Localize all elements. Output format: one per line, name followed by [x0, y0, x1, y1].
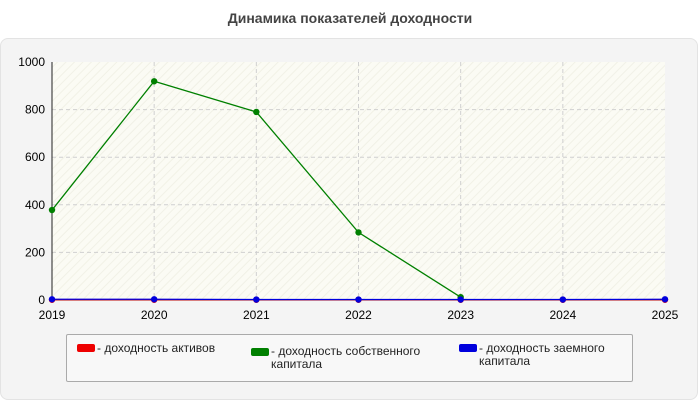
legend: - доходность активов - доходность собств… [66, 334, 633, 382]
x-tick-label: 2019 [39, 308, 66, 322]
data-point-1 [355, 229, 362, 236]
data-point-2 [150, 296, 158, 303]
y-tick-label: 200 [25, 245, 45, 259]
y-tick-label: 600 [25, 150, 45, 164]
data-point-2 [48, 296, 56, 303]
y-tick-label: 400 [25, 198, 45, 212]
data-point-2 [457, 296, 464, 303]
legend-swatch-green [251, 348, 269, 356]
x-tick-label: 2021 [243, 308, 270, 322]
data-point-1 [253, 108, 260, 116]
legend-swatch-blue [459, 344, 477, 352]
data-point-2 [661, 296, 669, 303]
data-point-1 [150, 78, 158, 85]
x-tick-label: 2025 [652, 308, 679, 322]
data-point-2 [559, 296, 567, 303]
legend-label: - доходность собственного капитала [271, 344, 421, 371]
y-tick-label: 0 [38, 293, 45, 307]
y-tick-label: 1000 [18, 55, 45, 69]
legend-label: - доходность заемного капитала [479, 341, 605, 368]
series-layer [48, 78, 669, 303]
x-tick-label: 2023 [447, 308, 474, 322]
data-point-2 [253, 296, 260, 303]
x-tick-label: 2020 [141, 308, 168, 322]
axes: 0 200 400 600 800 1000 2019 2020 2021 2022 2023 202… [18, 55, 678, 322]
data-point-2 [355, 296, 362, 303]
legend-swatch-red [77, 344, 95, 352]
x-tick-label: 2022 [345, 308, 372, 322]
chart-title: Динамика показателей доходности [227, 10, 473, 26]
data-point-1 [48, 206, 56, 214]
legend-label: - доходность активов [97, 341, 216, 355]
y-tick-label: 800 [25, 103, 45, 117]
grid-lines [52, 62, 665, 300]
x-tick-label: 2024 [549, 308, 576, 322]
